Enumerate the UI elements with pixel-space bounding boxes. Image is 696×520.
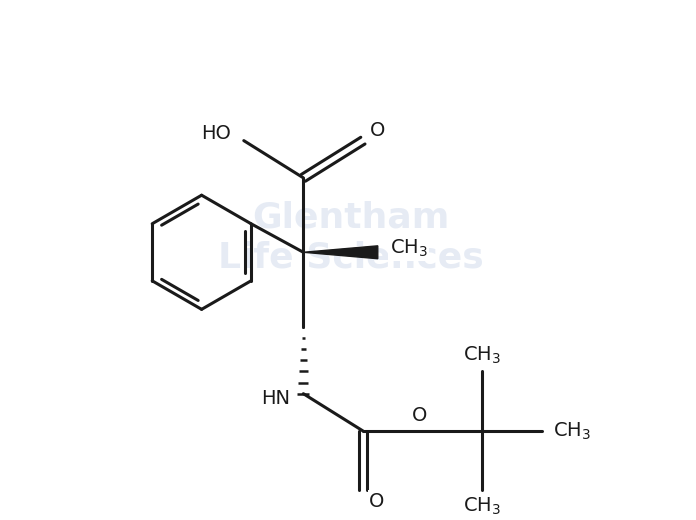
Text: CH$_3$: CH$_3$ xyxy=(463,345,501,366)
Polygon shape xyxy=(303,246,378,259)
Text: O: O xyxy=(369,492,384,511)
Text: HO: HO xyxy=(202,124,232,142)
Text: CH$_3$: CH$_3$ xyxy=(390,238,427,259)
Text: O: O xyxy=(412,406,427,424)
Text: O: O xyxy=(370,121,386,140)
Text: CH$_3$: CH$_3$ xyxy=(553,420,592,441)
Text: CH$_3$: CH$_3$ xyxy=(463,496,501,517)
Text: HN: HN xyxy=(262,389,290,408)
Text: Glentham
Life Sciences: Glentham Life Sciences xyxy=(218,201,483,274)
